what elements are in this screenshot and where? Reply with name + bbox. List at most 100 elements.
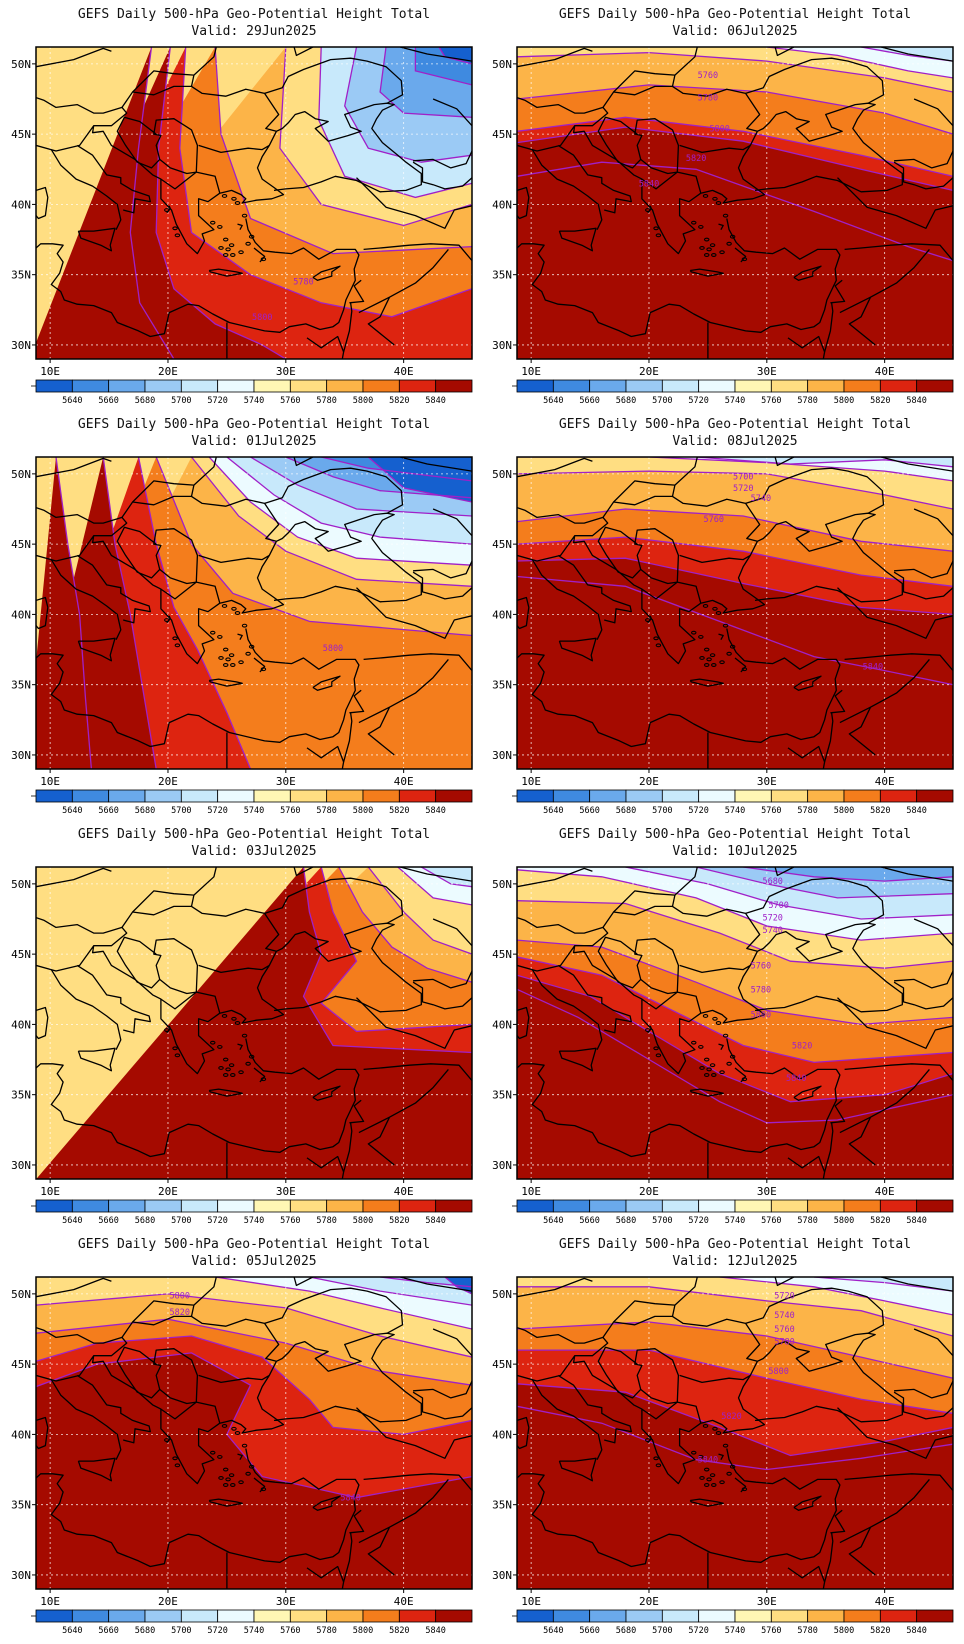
island [653, 636, 659, 641]
map-frame [516, 866, 954, 1180]
coastline [413, 1380, 472, 1399]
colorbar-swatch [180, 1609, 219, 1623]
colorbar-swatch [807, 379, 845, 393]
island [231, 606, 237, 611]
colorbar-swatch [625, 1609, 663, 1623]
y-tick-label: 30N [11, 339, 31, 352]
island [702, 604, 709, 608]
colorbar-label: 5820 [389, 396, 409, 406]
coastline [558, 227, 597, 252]
colorbar-swatch [516, 1609, 554, 1623]
coastline [745, 467, 885, 514]
contour-line [344, 47, 472, 163]
colorbar-swatch [326, 1199, 364, 1213]
coastline [293, 47, 314, 57]
island [691, 1040, 697, 1045]
coastline [208, 1498, 243, 1507]
coastline [412, 571, 472, 600]
colorbar-swatch [916, 379, 954, 393]
colorbar-label: 5720 [688, 1216, 708, 1226]
colorbar-swatch [289, 379, 328, 393]
y-tick-label: 40N [492, 198, 512, 211]
coastline [399, 1277, 472, 1292]
colorbar-swatch [589, 1609, 627, 1623]
island [726, 1061, 732, 1066]
coastline [132, 890, 194, 913]
colorbar-swatch [625, 379, 663, 393]
colorbar-label: 5720 [688, 806, 708, 816]
contour-line [625, 867, 953, 920]
island [729, 234, 736, 239]
island [655, 1053, 662, 1058]
contour-label: 5720 [733, 484, 753, 494]
island [653, 226, 659, 231]
colorbar-label: 5760 [761, 1626, 781, 1636]
island [706, 1477, 712, 1482]
contour-line [517, 51, 953, 93]
coastline [517, 1448, 841, 1568]
colorbar-swatch [398, 1199, 437, 1213]
coastline [839, 1068, 930, 1134]
colorbar-label: 5800 [353, 1216, 373, 1226]
colorbar-label: 5820 [870, 396, 890, 406]
x-tick-label: 20E [158, 1185, 178, 1198]
colorbar-swatch [108, 379, 146, 393]
island [248, 1464, 255, 1469]
island [698, 634, 704, 639]
coastline [367, 1526, 395, 1576]
coastline [531, 149, 603, 230]
contour-line [517, 1321, 953, 1379]
island [722, 213, 729, 218]
map-panel: GEFS Daily 500-hPa Geo-Potential Height … [11, 7, 473, 406]
coastline [36, 1416, 49, 1450]
coastline [634, 938, 680, 995]
island [703, 1057, 710, 1062]
island [238, 660, 244, 665]
island [719, 660, 725, 665]
y-tick-label: 40N [11, 608, 31, 621]
map-frame [35, 46, 473, 360]
coastline [634, 118, 680, 175]
island [228, 653, 235, 658]
colorbar: 5640 5660 5680 5700 5720 5740 5760 5780 5800 5820… [31, 1609, 473, 1636]
contour-line [318, 47, 472, 199]
island [210, 630, 216, 635]
colorbar-swatch [326, 1609, 364, 1623]
colorbar-swatch [916, 1609, 954, 1623]
colorbar-label: 5800 [834, 1216, 854, 1226]
coastline [36, 916, 128, 947]
y-tick-label: 45N [11, 128, 31, 141]
coastline [293, 457, 314, 467]
coastline [517, 218, 841, 338]
contour-line [137, 457, 252, 769]
colorbar-label: 5840 [906, 1626, 926, 1636]
contour-line [695, 867, 953, 899]
coastline [679, 554, 751, 564]
map-frame [516, 46, 954, 360]
colorbar-label: 5760 [761, 1216, 781, 1226]
coastline [894, 970, 953, 989]
contour-label: 5820 [170, 1308, 190, 1318]
y-tick-label: 50N [492, 878, 512, 891]
coastline [349, 1099, 365, 1124]
colorbar-swatch [807, 789, 845, 803]
coastline [557, 1374, 632, 1444]
island [234, 611, 241, 615]
coastline [36, 596, 49, 630]
coastline [358, 248, 449, 314]
coastline [153, 1348, 199, 1405]
panel-title: GEFS Daily 500-hPa Geo-Potential Height … [559, 417, 911, 432]
colorbar-label: 5840 [425, 396, 445, 406]
island [241, 213, 248, 218]
coastline [293, 867, 314, 877]
coastline [880, 867, 953, 882]
contour-label: 5780 [698, 94, 718, 104]
coastline [208, 678, 243, 687]
colorbar-label: 5780 [316, 1626, 336, 1636]
coastline [718, 223, 724, 231]
coastline [894, 1380, 953, 1399]
island [722, 1443, 729, 1448]
island [719, 250, 725, 255]
island [703, 663, 710, 667]
coastline [517, 1038, 841, 1158]
